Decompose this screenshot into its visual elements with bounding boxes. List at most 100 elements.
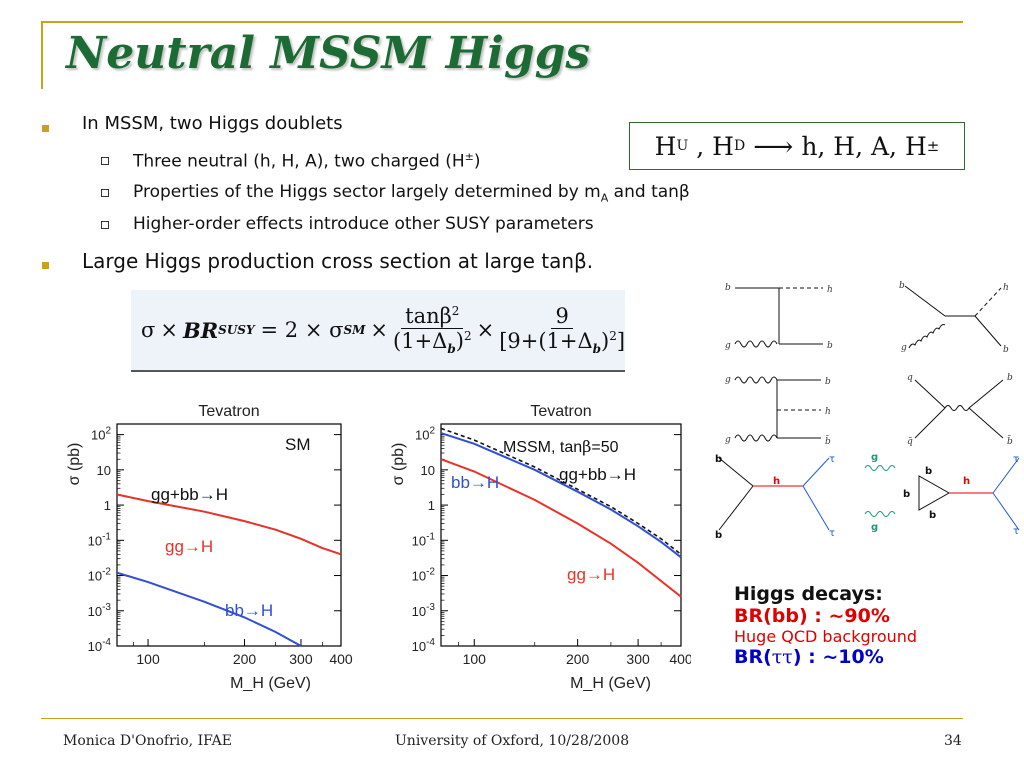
decays-tautau-post: ) : ~10% [792,646,884,668]
sub-bullet-pm: ± [464,150,474,163]
feynman-diagrams: b h g b b h g b g b h g b̄ q b q̄ b̄ b τ… [713,268,1020,541]
decays-tautau-mid: ττ [771,646,793,668]
chart-1-xlabel: M_H (GeV) [230,675,311,692]
chart-1: Tevatron 10-4 10-3 10-2 10-1 1 10 102 100 200 300 4… [66,403,353,692]
feyn-d6-b: b [925,466,932,477]
chart-2-ytick-exponent: -2 [426,567,435,578]
feyn-d6-h: h [963,476,970,487]
feyn-d2-g: g [901,343,907,353]
feyn-d2-h: h [1003,283,1009,293]
sub-bullet-ma-sub: A [600,191,609,205]
chart-2-frame [440,423,682,647]
footer-rule [41,718,963,719]
eq-hd-sub: D [733,138,746,154]
chart-2-xtick-label: 300 [626,651,650,667]
chart-1-frame [116,423,342,647]
sub-bullet-marker [101,157,109,165]
decays-heading: Higgs decays: [734,583,883,605]
chart-2-ytick-exponent: -3 [426,602,435,613]
feyn-d2-b2: b [1003,345,1009,355]
chart-2-xtick-label: 200 [566,651,590,667]
sub-bullet-neutral-charged: Three neutral (h, H, A), two charged (H±… [133,150,481,172]
formula-num2: 9 [551,304,573,329]
decays-bb: BR(bb) : ~90% [734,605,890,627]
chart-2-ytick-exponent: -4 [426,637,435,648]
chart-1-ytick-label: 10-1 [88,531,112,548]
sub-bullet-properties: Properties of the Higgs sector largely d… [133,182,690,204]
feyn-d5-b: b [715,454,722,465]
formula-br: BR [182,317,219,343]
chart-2-series-3 [440,458,682,598]
formula-br-sub: SUSY [218,323,255,337]
sub-bullet-neutral-text: Three neutral (h, H, A), two charged (H [133,151,465,172]
chart-1-ytick-exponent: 2 [105,426,111,437]
formula-den2: [9+(1+Δ [499,328,593,353]
chart-2-xlabel: M_H (GeV) [570,675,651,692]
chart-1-title: Tevatron [198,403,259,420]
formula-num1-sup: 2 [451,303,460,318]
chart-2-ytick-label: 10-2 [412,567,436,584]
feyn-d1-b2: b [827,341,833,351]
formula-den1-sub: b [447,342,456,357]
feyn-d2-b: b [899,281,905,291]
chart-2-ytick-label: 10 [421,463,435,478]
cross-section-plots: Tevatron 10-4 10-3 10-2 10-1 1 10 102 100 200 300 4… [57,390,693,700]
chart-1-legend-total: gg+bb→H [151,485,228,504]
feyn-d5-b2: b [715,530,722,540]
sub-bullet-marker [101,221,109,229]
chart-2-legend-gg: gg→H [567,565,615,584]
eq-hu-sub: U [676,138,689,154]
feyn-d6-tau2: τ [1013,526,1019,537]
chart-2: Tevatron 10-4 10-3 10-2 10-1 1 10 102 100 200 300 4… [390,403,693,692]
formula-eq: = 2 × σ [260,318,344,342]
chart-1-ytick-label: 10 [97,463,111,478]
chart-2-ytick-label: 1 [428,498,435,513]
feyn-d5-tau2: τ [829,528,835,539]
formula-times-2: × [370,318,389,342]
sub-bullet-neutral-close: ) [473,151,481,172]
chart-1-xtick-label: 100 [136,651,160,667]
chart-1-ytick-exponent: -4 [102,637,111,648]
chart-2-ylabel: σ (pb) [390,443,407,486]
chart-1-ytick-exponent: -1 [102,531,111,542]
chart-2-series-2 [440,432,682,559]
slide-title: Neutral MSSM Higgs [66,28,591,79]
feyn-d4-b: b [1007,373,1013,383]
formula-den2-sub: b [592,342,602,357]
feyn-d5-tau: τ [829,454,835,465]
formula-den2-close: ] [616,328,626,353]
footer-venue: University of Oxford, 10/28/2008 [395,733,630,749]
chart-2-ytick-label: 10-3 [412,602,436,619]
chart-2-legend-total: gg+bb→H [559,465,636,484]
chart-1-ytick-exponent: -3 [102,602,111,613]
formula-fraction-2: 9 [9+(1+Δb)2] [499,304,625,356]
feyn-d6-g: g [871,452,878,463]
feyn-d1-g: g [725,341,731,351]
chart-1-ytick-label: 10-4 [88,637,112,654]
bullet-large-production: Large Higgs production cross section at … [82,249,594,273]
chart-1-ytick-label: 10-3 [88,602,112,619]
chart-1-annotation: SM [285,435,311,454]
chart-1-series-2 [116,493,342,556]
title-frame-left [41,21,43,89]
feyn-d1-h: h [827,285,833,295]
chart-2-legend-bb: bb→H [451,473,499,492]
chart-2-ytick-label: 10-1 [412,531,436,548]
chart-1-ytick-label: 1 [104,498,111,513]
eq-hd: H [712,131,734,161]
feyn-d3-g: g [725,375,731,385]
feyn-d4-qbar: q̄ [907,437,913,447]
bullet-marker [42,125,49,132]
chart-1-legend-bb: bb→H [225,601,273,620]
higgs-decays-box: Higgs decays: BR(bb) : ~90% Huge QCD bac… [734,583,917,668]
chart-1-ytick-label: 10-2 [88,567,112,584]
feyn-d5-h: h [773,476,780,487]
chart-1-ytick-label: 102 [91,426,111,443]
footer-author: Monica D'Onofrio, IFAE [63,733,232,749]
chart-1-xtick-label: 200 [233,651,257,667]
formula-den1: (1+Δ [393,328,448,353]
chart-1-xtick-label: 300 [289,651,313,667]
formula-den2-sup: 2 [609,328,617,343]
feyn-d6-b3: b [929,510,936,521]
